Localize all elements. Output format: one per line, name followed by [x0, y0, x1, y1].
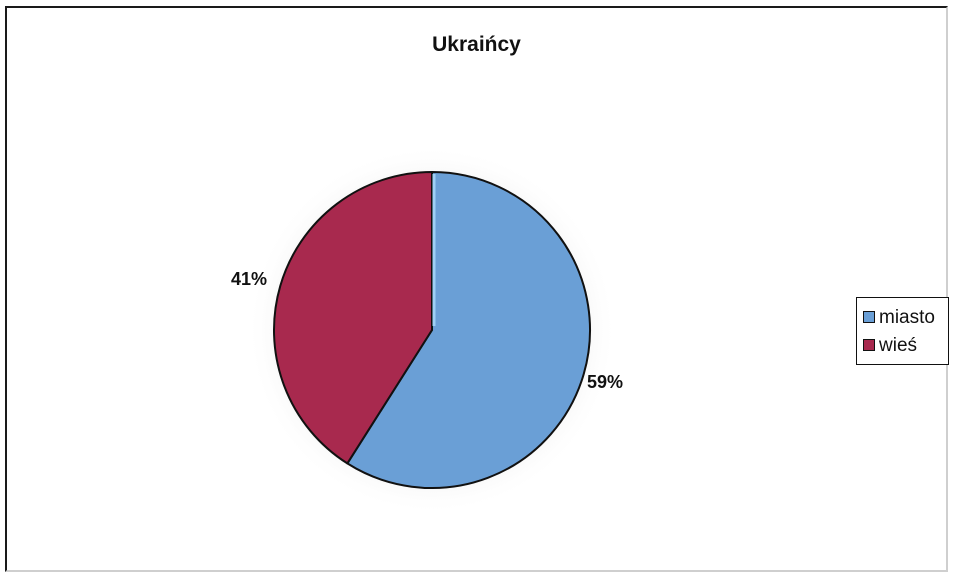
pie-slices [273, 171, 591, 489]
pie-slice-miasto [346, 171, 591, 489]
chart-title: Ukraińcy [432, 33, 521, 56]
legend-item-wies: wieś [863, 331, 948, 359]
legend-swatch-wies [863, 339, 875, 351]
legend-label-miasto: miasto [879, 306, 935, 328]
legend-item-miasto: miasto [863, 303, 948, 331]
data-label-wies: 41% [231, 269, 268, 289]
data-label-miasto: 59% [587, 372, 624, 392]
legend-swatch-miasto [863, 311, 875, 323]
legend: miasto wieś [856, 297, 949, 365]
legend-label-wies: wieś [879, 334, 918, 356]
pie-slice-wies [273, 171, 433, 465]
